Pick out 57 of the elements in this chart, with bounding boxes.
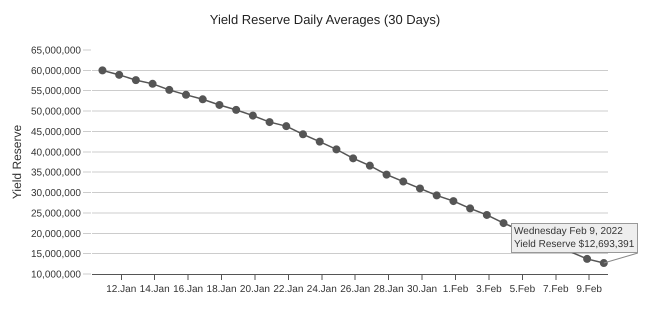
point	[98, 66, 106, 74]
point	[466, 204, 474, 212]
point	[366, 162, 374, 170]
y-tick-label: 40,000,000	[30, 147, 82, 158]
x-tick-label: 26.Jan	[340, 284, 370, 295]
annotation: Wednesday Feb 9, 2022 Yield Reserve $12,693,391	[514, 226, 635, 250]
point	[132, 76, 140, 84]
point	[432, 191, 441, 200]
point	[232, 106, 240, 114]
chart-title: Yield Reserve Daily Averages (30 Days)	[210, 12, 440, 27]
point	[399, 178, 408, 186]
x-tick-label: 3.Feb	[476, 284, 502, 295]
y-tick-label: 30,000,000	[30, 188, 82, 200]
point	[215, 100, 224, 109]
point	[382, 170, 391, 179]
point	[148, 80, 157, 88]
point	[349, 154, 358, 162]
point	[500, 219, 508, 228]
y-tick-label: 65,000,000	[30, 46, 82, 56]
x-tick-label: 16.Jan	[173, 284, 204, 295]
x-tick-label: 20.Jan	[240, 284, 270, 295]
point	[182, 90, 190, 99]
x-tick-label: 7.Feb	[542, 284, 569, 295]
point	[600, 259, 608, 268]
x-tick-label: 9.Feb	[576, 284, 602, 295]
y-tick-label: 25,000,000	[30, 208, 82, 220]
y-tick-label: 35,000,000	[30, 168, 82, 179]
x-tick-label: 14.Jan	[140, 284, 170, 295]
point	[266, 118, 274, 126]
x-tick-label: 1.Feb	[442, 284, 469, 295]
point	[248, 112, 257, 120]
point	[198, 95, 207, 104]
x-tick-label: 5.Feb	[510, 284, 536, 295]
y-tick-label: 15,000,000	[30, 249, 82, 260]
y-tick-label: 10,000,000	[30, 270, 82, 280]
y-tick-label: 20,000,000	[30, 228, 82, 240]
point	[316, 138, 324, 146]
point	[449, 197, 458, 206]
x-tick-label: 30.Jan	[407, 284, 438, 295]
x-tick-label: 22.Jan	[273, 284, 304, 295]
point	[332, 145, 340, 154]
y-tick-label: 60,000,000	[30, 66, 82, 77]
point	[299, 130, 307, 138]
x-tick-label: 18.Jan	[206, 284, 237, 295]
point	[416, 184, 424, 192]
y-tick-label: 45,000,000	[30, 126, 82, 138]
point	[583, 254, 592, 263]
x-tick-label: 12.Jan	[106, 284, 136, 295]
point	[282, 122, 290, 130]
y-tick-label: 50,000,000	[30, 106, 82, 118]
x-tick-label: 24.Jan	[306, 284, 337, 295]
y-axis-title: Yield Reserve	[10, 124, 24, 200]
point	[115, 70, 124, 79]
y-tick-label: 55,000,000	[30, 86, 82, 98]
point	[165, 86, 174, 94]
point	[482, 210, 491, 219]
x-tick-label: 28.Jan	[374, 284, 404, 295]
